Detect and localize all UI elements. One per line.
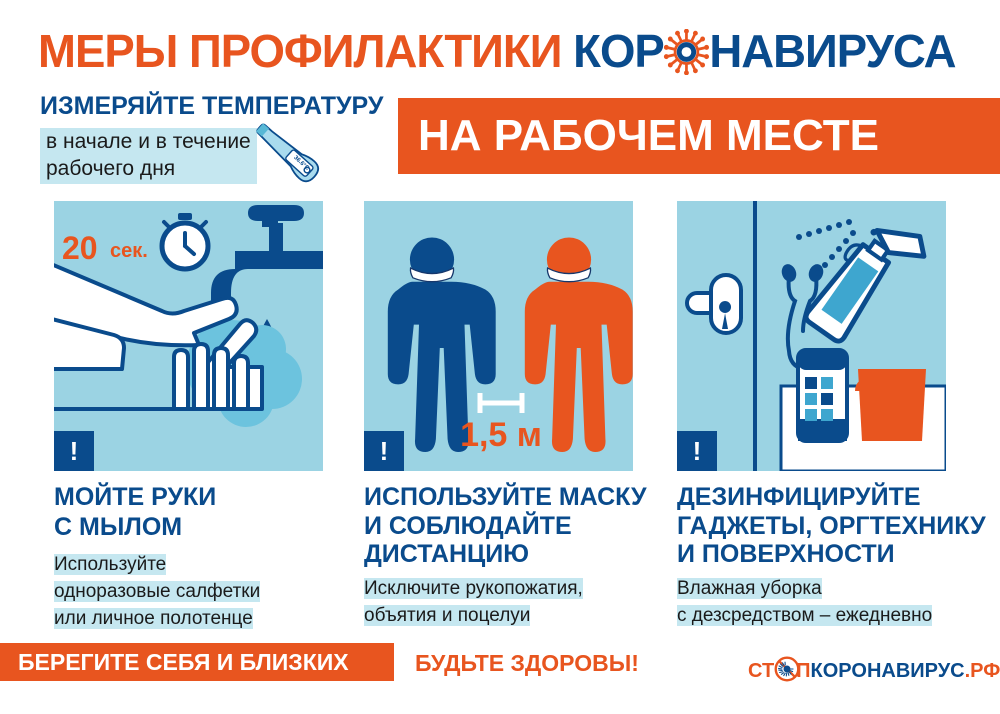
svg-text:20: 20 bbox=[62, 230, 98, 266]
svg-text:1,5 м: 1,5 м bbox=[460, 416, 542, 454]
svg-text:сек.: сек. bbox=[110, 240, 148, 262]
